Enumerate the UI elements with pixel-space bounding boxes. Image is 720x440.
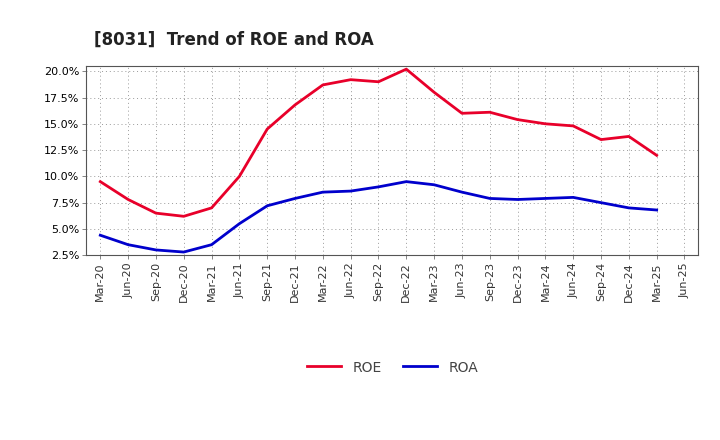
Line: ROA: ROA (100, 182, 657, 252)
ROA (458, 190, 467, 195)
ROE (485, 110, 494, 115)
ROA (179, 249, 188, 255)
ROE (569, 123, 577, 128)
ROA (652, 207, 661, 213)
ROE (374, 79, 383, 84)
ROE (652, 153, 661, 158)
ROA (485, 196, 494, 201)
ROA (430, 182, 438, 187)
ROA (291, 196, 300, 201)
ROE (263, 126, 271, 132)
ROA (152, 247, 161, 253)
ROA (96, 233, 104, 238)
ROE (235, 174, 243, 179)
ROA (569, 195, 577, 200)
ROA (207, 242, 216, 247)
ROE (96, 179, 104, 184)
ROE (597, 137, 606, 142)
ROE (291, 102, 300, 107)
ROA (318, 190, 327, 195)
ROE (207, 205, 216, 210)
ROE (179, 214, 188, 219)
Line: ROE: ROE (100, 69, 657, 216)
ROE (124, 197, 132, 202)
ROA (235, 221, 243, 226)
ROA (597, 200, 606, 205)
ROA (124, 242, 132, 247)
Legend: ROE, ROA: ROE, ROA (307, 360, 478, 374)
ROA (624, 205, 633, 210)
ROE (430, 90, 438, 95)
ROE (152, 210, 161, 216)
ROA (374, 184, 383, 190)
ROA (541, 196, 550, 201)
ROE (318, 82, 327, 88)
ROA (402, 179, 410, 184)
ROA (346, 188, 355, 194)
ROE (541, 121, 550, 126)
ROE (624, 134, 633, 139)
ROE (513, 117, 522, 122)
Text: [8031]  Trend of ROE and ROA: [8031] Trend of ROE and ROA (94, 31, 374, 49)
ROA (263, 203, 271, 209)
ROE (346, 77, 355, 82)
ROA (513, 197, 522, 202)
ROE (402, 66, 410, 72)
ROE (458, 110, 467, 116)
